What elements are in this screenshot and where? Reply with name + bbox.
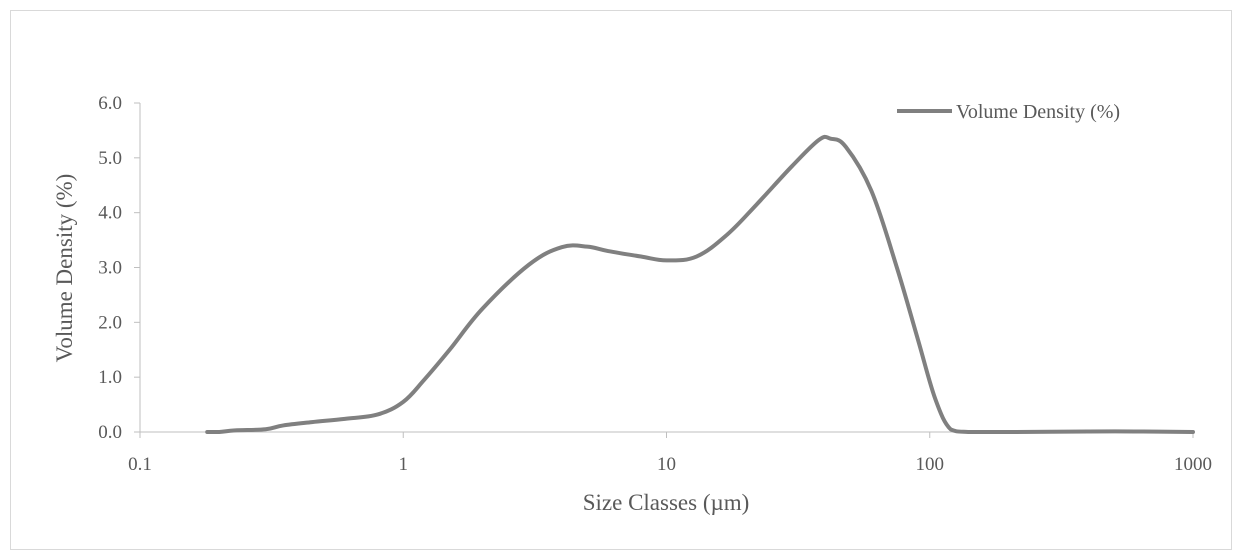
y-tick-label: 1.0 <box>98 367 122 388</box>
x-tick-label: 100 <box>916 454 945 475</box>
x-axis-title: Size Classes (µm) <box>583 490 750 515</box>
legend-label: Volume Density (%) <box>956 101 1120 123</box>
tick-labels: 0.0 1.0 2.0 3.0 4.0 5.0 6.0 0.1 1 10 100 1000 <box>98 93 1212 475</box>
x-tick-label: 1000 <box>1174 454 1212 475</box>
y-tick-label: 3.0 <box>98 258 122 279</box>
y-tick-label: 4.0 <box>98 203 122 224</box>
x-tick-label: 0.1 <box>128 454 152 475</box>
y-tick-label: 5.0 <box>98 148 122 169</box>
series-line-volume-density <box>205 134 1195 434</box>
y-tick-label: 6.0 <box>98 93 122 114</box>
y-tick-label: 0.0 <box>98 422 122 443</box>
axes <box>134 102 1194 438</box>
x-tick-label: 1 <box>399 454 409 475</box>
legend: Volume Density (%) <box>897 101 1120 123</box>
y-axis-title: Volume Density (%) <box>52 174 77 363</box>
y-tick-label: 2.0 <box>98 312 122 333</box>
chart-frame <box>10 10 1232 550</box>
x-tick-label: 10 <box>657 454 676 475</box>
